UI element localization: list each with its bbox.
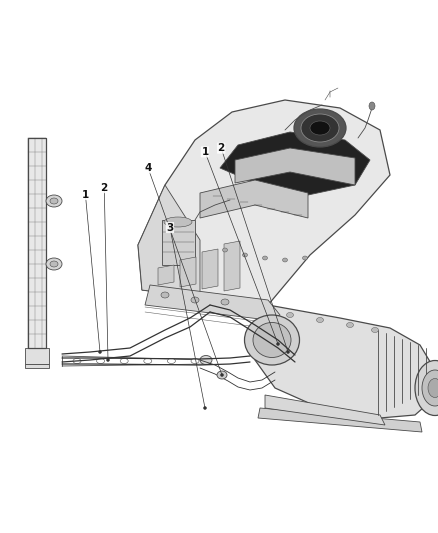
Ellipse shape <box>161 292 169 298</box>
Text: 3: 3 <box>166 223 173 232</box>
Ellipse shape <box>99 351 102 353</box>
Polygon shape <box>265 395 385 425</box>
Ellipse shape <box>106 359 110 361</box>
Polygon shape <box>138 100 390 305</box>
Ellipse shape <box>371 327 378 333</box>
Text: 2: 2 <box>101 183 108 192</box>
Polygon shape <box>145 285 280 320</box>
Polygon shape <box>235 148 355 185</box>
Ellipse shape <box>73 359 81 364</box>
Ellipse shape <box>294 109 346 147</box>
Ellipse shape <box>50 261 58 267</box>
Ellipse shape <box>204 407 206 409</box>
Ellipse shape <box>164 217 192 227</box>
Ellipse shape <box>97 359 105 364</box>
Polygon shape <box>220 132 370 195</box>
Ellipse shape <box>428 378 438 398</box>
Polygon shape <box>162 220 195 265</box>
Ellipse shape <box>346 322 353 327</box>
Polygon shape <box>180 257 196 287</box>
Polygon shape <box>158 265 174 285</box>
Polygon shape <box>258 408 422 432</box>
Ellipse shape <box>310 121 330 135</box>
Ellipse shape <box>301 114 339 142</box>
Ellipse shape <box>317 318 324 322</box>
Ellipse shape <box>191 297 199 303</box>
Ellipse shape <box>46 258 62 270</box>
Ellipse shape <box>243 253 247 257</box>
Ellipse shape <box>120 359 128 364</box>
Ellipse shape <box>200 356 212 365</box>
Ellipse shape <box>422 370 438 406</box>
Polygon shape <box>28 138 46 348</box>
Polygon shape <box>224 241 240 291</box>
Text: 2: 2 <box>218 143 225 153</box>
Ellipse shape <box>50 198 58 204</box>
Ellipse shape <box>144 359 152 364</box>
Ellipse shape <box>244 315 300 365</box>
Ellipse shape <box>262 256 268 260</box>
Ellipse shape <box>303 256 307 260</box>
Polygon shape <box>255 305 435 418</box>
Ellipse shape <box>253 322 291 358</box>
Text: 4: 4 <box>145 163 152 173</box>
Text: 1: 1 <box>82 190 89 199</box>
Ellipse shape <box>167 359 175 364</box>
Ellipse shape <box>283 258 287 262</box>
Ellipse shape <box>46 195 62 207</box>
Polygon shape <box>202 249 218 289</box>
Text: 1: 1 <box>201 147 208 157</box>
Ellipse shape <box>286 312 293 318</box>
Polygon shape <box>138 185 200 298</box>
Ellipse shape <box>286 351 290 353</box>
Polygon shape <box>25 348 49 364</box>
Ellipse shape <box>217 371 227 379</box>
Ellipse shape <box>221 299 229 305</box>
Polygon shape <box>200 180 308 218</box>
Ellipse shape <box>220 374 223 376</box>
Ellipse shape <box>369 102 375 110</box>
Ellipse shape <box>191 359 199 364</box>
Ellipse shape <box>276 343 279 345</box>
Polygon shape <box>25 364 49 368</box>
Ellipse shape <box>223 248 227 252</box>
Ellipse shape <box>415 360 438 416</box>
